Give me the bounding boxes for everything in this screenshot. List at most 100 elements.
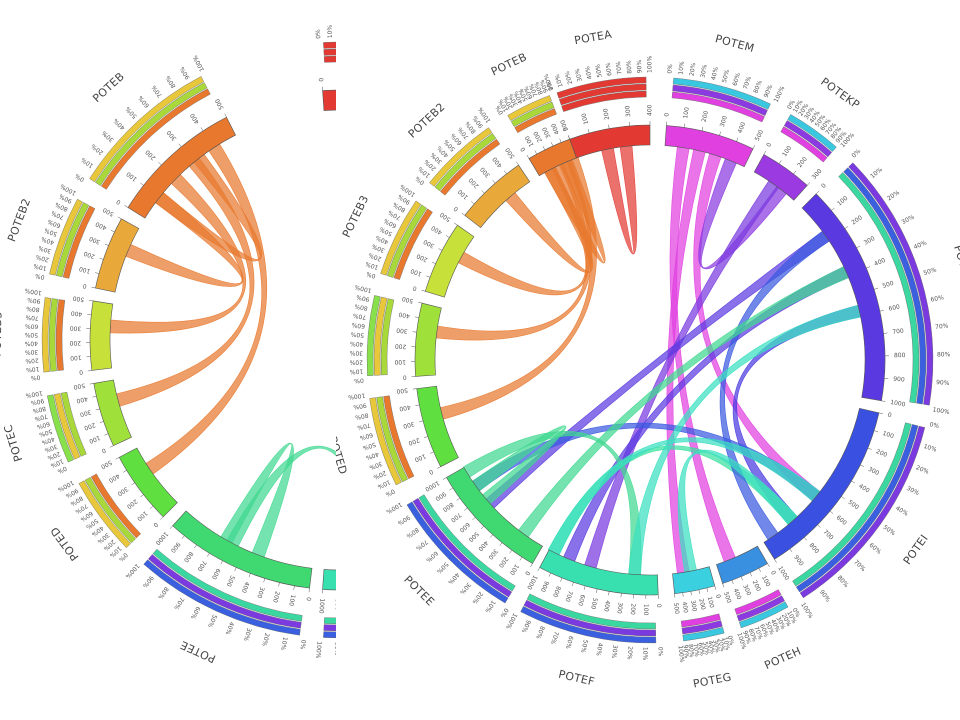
axis-tick-label: 500 [72,294,85,303]
axis-tick-label: 500 [847,499,861,511]
ideogram-potem [664,125,754,168]
axis-tick-label: 400 [602,600,611,613]
percent-tick-label: 40% [362,25,370,39]
bar-track-2 [783,120,833,158]
percent-tick-label: 50% [405,633,415,648]
ideogram-potei [763,408,880,560]
percent-tick-label: 50% [38,427,53,438]
axis-tick-label: 500 [225,574,236,587]
percent-tick-label: 70% [691,643,700,658]
axis-tick [417,98,418,102]
axis-tick [803,537,807,541]
axis-tick [278,582,280,587]
percent-tick-label: 60% [36,420,51,430]
bar-track-2 [323,48,336,56]
percent-tick-label: 30% [439,623,450,638]
axis-tick [530,563,533,568]
axis-tick-label: 300 [88,235,101,246]
axis-tick-label: 0 [79,368,84,375]
percent-tick-label: 80% [752,79,764,94]
axis-tick [719,131,721,136]
percent-tick-label: 0% [850,148,862,160]
bar-track-2 [434,133,497,192]
percent-tick-label: 60% [930,294,945,304]
bar-track-2 [510,101,555,127]
segment-label-potec: POTEC [1,423,25,463]
percent-tick-label: 20% [688,62,697,77]
axis-tick-label: 500 [439,211,453,223]
axis-tick [442,477,447,480]
ideogram-potef [539,549,659,596]
ideogram-potec [414,302,442,377]
axis-tick-label: 700 [822,529,835,542]
percent-tick-label: 60% [25,322,39,330]
bar-track-2 [84,477,136,544]
bar-track-2 [386,204,427,278]
percent-tick-label: 30% [242,627,253,642]
axis-tick-label: 100 [882,430,895,440]
percent-tick-label: 10% [349,368,363,376]
ideogram-poted [416,385,459,468]
percent-tick-label: 40% [40,435,55,446]
axis-tick [481,190,485,194]
axis-tick-label: 500 [395,592,404,605]
percent-tick-label: 80% [937,351,951,358]
percent-tick-label: 20% [35,253,50,263]
bar-track-3 [672,77,771,110]
axis-tick [758,568,761,572]
axis-tick [736,137,739,142]
axis-tick-label: 300 [166,129,179,142]
axis-tick [568,135,570,140]
axis-tick-label: 200 [395,342,407,350]
axis-tick-label: 100 [760,575,772,589]
axis-tick [234,567,237,572]
axis-tick-label: 400 [491,155,504,168]
axis-tick [881,400,886,402]
percent-tick-label: 100% [124,562,141,580]
axis-tick [194,544,197,549]
percent-tick-label: 70% [752,626,764,641]
axis-tick-label: 400 [873,257,886,268]
percent-tick-label: 80% [405,526,420,540]
percent-tick-label: 0% [414,175,426,187]
percent-tick-label: 60% [605,62,614,76]
axis-tick-label: 400 [94,220,108,231]
axis-tick [778,160,782,164]
percent-tick-label: 50% [502,73,515,88]
axis-tick [423,436,428,439]
axis-tick-label: 200 [850,214,864,226]
axis-tick-label: 100 [508,563,520,577]
axis-tick-label: 100 [394,358,406,365]
percent-tick-label: 60% [387,637,396,652]
axis-tick-label: 800 [182,550,194,564]
percent-tick-label: 70% [25,313,39,321]
percent-tick-label: 60% [758,623,770,638]
percent-tick-label: 90% [179,65,192,80]
bar-track-1 [561,90,647,112]
percent-tick-label: 30% [711,639,721,654]
axis-tick-label: 1000 [424,479,441,493]
segment-label-potef: POTEF [557,668,596,689]
bar-track-3 [143,559,301,636]
percent-tick-label: 10% [472,608,484,623]
bar-track-3 [47,394,74,463]
segment-label-potem: POTEM [714,32,756,55]
segment-poteb: 01002003004005000%10%20%30%40%50%60%70%8… [489,50,577,177]
percent-tick-label: 100% [192,54,206,73]
percent-tick-label: 0% [365,270,376,280]
percent-tick-label: 30% [901,213,916,226]
axis-tick [92,395,97,398]
bar-track-2 [148,554,302,629]
axis-tick-label: 600 [888,303,901,312]
axis-tick-label: 500 [589,597,598,610]
segment-poteb3: 0 100 200 300 400 500 0%10%20%30%40% 50%60%70%8… [0,287,114,381]
percent-tick-label: 100% [932,406,950,416]
axis-tick [841,496,845,499]
percent-tick-label: 10% [721,636,731,651]
ideogram-potea [322,89,336,111]
links-layer [435,145,861,576]
bar-track-1 [780,126,828,163]
axis-tick [158,162,162,166]
axis-tick-label: 400 [857,483,871,495]
percent-tick-label: 50% [882,524,897,538]
